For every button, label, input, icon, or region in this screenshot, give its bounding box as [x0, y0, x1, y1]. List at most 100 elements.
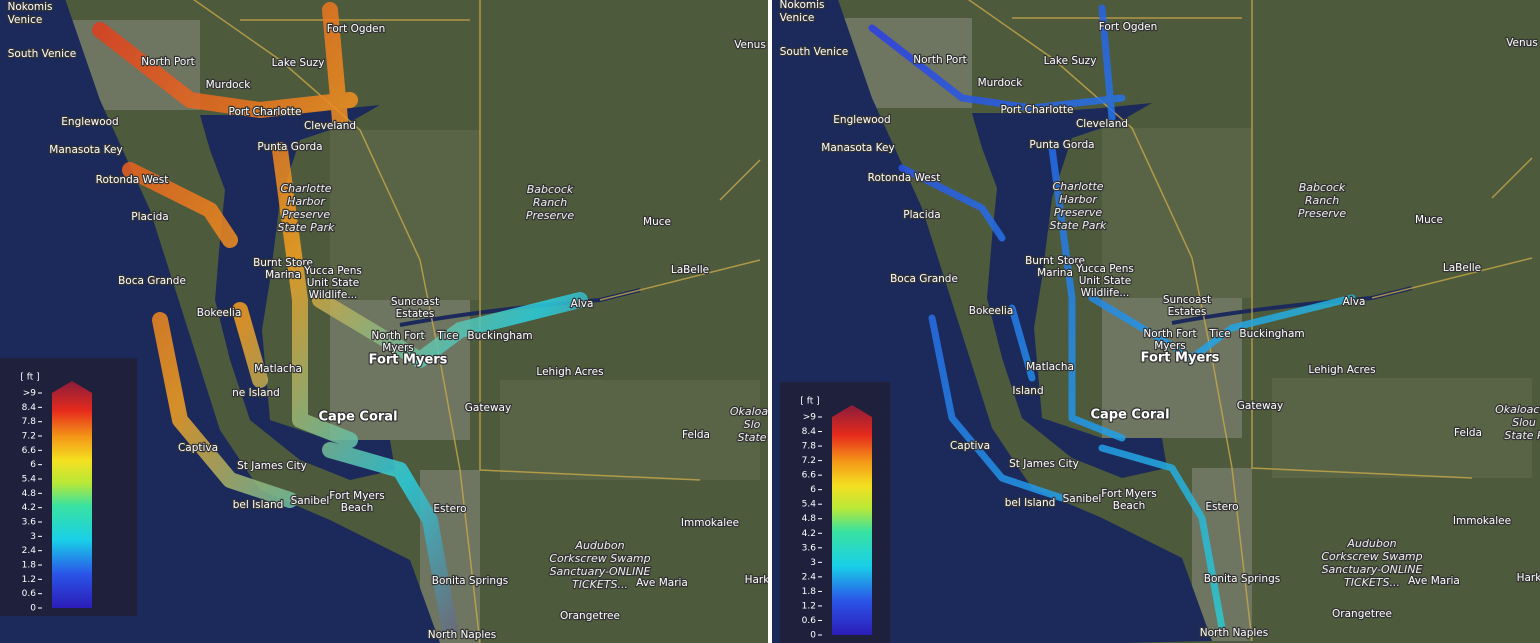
place-label: Beach: [341, 502, 374, 514]
legend-label: >9: [803, 413, 817, 423]
place-label: Port Charlotte: [229, 106, 302, 118]
legend-label: 7.2: [22, 432, 36, 442]
place-label: Fort Ogden: [327, 23, 386, 35]
place-label: Felda: [682, 429, 710, 441]
place-label: Charlotte: [1052, 180, 1103, 193]
legend-label: 3.6: [802, 543, 817, 553]
place-label: South Venice: [780, 46, 849, 58]
place-label: Burnt Store: [1025, 255, 1085, 267]
place-label: North Naples: [428, 629, 497, 641]
place-label: Alva: [571, 298, 594, 310]
place-label: Matlacha: [254, 363, 302, 375]
place-label: Venice: [8, 14, 43, 26]
legend-label: 8.4: [802, 427, 817, 437]
place-label: Slou: [1512, 416, 1536, 429]
place-label: Immokalee: [681, 517, 739, 529]
legend-unit: [ ft ]: [20, 373, 39, 383]
place-label: Myers: [1154, 340, 1186, 352]
place-label: Fort Myers: [329, 490, 384, 502]
place-label: Ave Maria: [1408, 575, 1460, 587]
place-label: bel Island: [233, 499, 284, 511]
place-label: Preserve: [1054, 206, 1102, 219]
place-label: State Park: [278, 221, 336, 234]
place-label: Wildlife...: [309, 289, 358, 301]
place-label: North Fort: [1143, 328, 1196, 340]
place-label: Audubon: [574, 539, 624, 552]
farmland: [1102, 128, 1532, 478]
place-label: Gateway: [1237, 400, 1283, 412]
place-label: North Naples: [1200, 627, 1269, 639]
place-label: Buckingham: [1239, 328, 1304, 340]
place-label: Placida: [903, 209, 940, 221]
legend-label: 3.6: [22, 518, 37, 528]
place-label: State P: [1504, 429, 1540, 442]
place-label: Cape Coral: [318, 410, 397, 425]
place-label: Sanibel: [1063, 493, 1102, 505]
place-label: Yucca Pens: [303, 265, 362, 277]
place-label: Murdock: [206, 79, 252, 91]
place-label: Okaloacoo: [1495, 403, 1540, 416]
place-label: Yucca Pens: [1075, 263, 1134, 275]
place-label: Cleveland: [304, 120, 356, 132]
place-label: North Fort: [371, 330, 424, 342]
place-label: Wildlife...: [1081, 287, 1130, 299]
place-label: Matlacha: [1026, 361, 1074, 373]
legend-label: 7.8: [802, 442, 817, 452]
legend-label: 5.4: [802, 500, 817, 510]
place-label: Babcock: [527, 183, 574, 196]
place-label: Estates: [396, 308, 435, 320]
legend-colorbar: [832, 405, 872, 635]
place-label: Unit State: [307, 277, 360, 289]
legend-label: 2.4: [22, 546, 37, 556]
place-label: bel Island: [1005, 497, 1056, 509]
place-label: Port Charlotte: [1001, 104, 1074, 116]
place-label: Harbor: [287, 195, 326, 208]
place-label: Nokomis: [7, 1, 52, 13]
place-label: Punta Gorda: [1029, 139, 1094, 151]
legend-label: 6: [810, 485, 816, 495]
legend-label: 4.2: [22, 503, 36, 513]
legend-label: >9: [23, 389, 37, 399]
place-label: Ranch: [1305, 194, 1339, 207]
place-label: Fort Myers: [369, 353, 448, 368]
place-label: Venus: [734, 39, 766, 51]
place-label: Felda: [1454, 427, 1482, 439]
flood-extent: [868, 4, 1356, 632]
place-label: Lehigh Acres: [536, 366, 603, 378]
place-label: Muce: [643, 216, 671, 228]
place-label: Unit State: [1079, 275, 1132, 287]
divider: [768, 0, 772, 643]
place-label: Suncoast: [1163, 294, 1211, 306]
place-label: Orangetree: [560, 610, 620, 622]
place-label: Lehigh Acres: [1308, 364, 1375, 376]
place-label: Fort Myers: [1141, 351, 1220, 366]
place-label: Marina: [1037, 267, 1073, 279]
legend-label: 6.6: [802, 471, 817, 481]
place-label: Placida: [131, 211, 168, 223]
place-label: Marina: [265, 269, 301, 281]
place-label: Sanctuary-ONLINE: [550, 565, 651, 578]
place-label: Nokomis: [779, 0, 824, 11]
legend: [ ft ] >9 8.4 7.8 7.2 6.6 6 5.4 4.8 4.2 3.6 3 2.4 1.8…: [780, 382, 890, 643]
place-label: LaBelle: [671, 264, 709, 276]
legend-label: 4.8: [22, 489, 37, 499]
legend: [ ft ] >9 8.4 7.8 7.2 6.6 6 5.4 4.8 4.2 3.6 3 2.4 1.8…: [0, 358, 137, 616]
place-label: St James City: [1009, 458, 1079, 470]
place-label: Muce: [1415, 214, 1443, 226]
place-label: Harke: [745, 574, 776, 586]
place-label: Venus: [1506, 37, 1538, 49]
place-label: Sanctuary-ONLINE: [1322, 563, 1423, 576]
roads: [192, 0, 761, 643]
place-label: North Port: [913, 54, 967, 66]
legend-label: 0: [810, 631, 816, 641]
place-label: Punta Gorda: [257, 141, 322, 153]
place-label: Preserve: [282, 208, 330, 221]
place-label: Charlotte: [280, 182, 331, 195]
place-label: Ave Maria: [636, 577, 688, 589]
place-label: Preserve: [526, 209, 574, 222]
place-label: Lake Suzy: [1044, 55, 1097, 67]
river: [1171, 286, 1413, 325]
place-label: Estero: [433, 503, 466, 515]
place-label: Tice: [436, 330, 458, 342]
